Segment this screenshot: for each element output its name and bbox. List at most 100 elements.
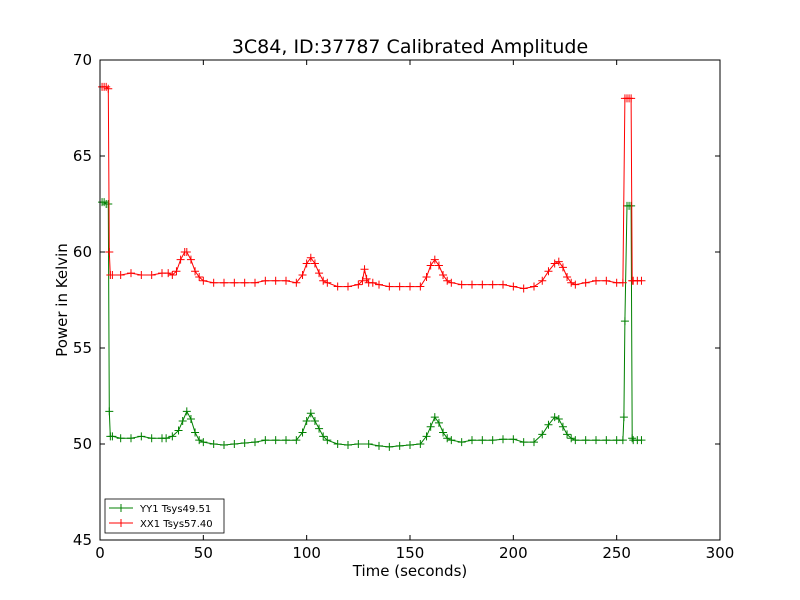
data-point-marker <box>375 441 383 450</box>
data-point-marker <box>315 424 324 433</box>
y-axis-label: Power in Kelvin <box>53 243 71 357</box>
data-point-marker <box>426 261 435 270</box>
y-tick-label: 55 <box>73 339 92 357</box>
data-point-marker <box>426 422 435 431</box>
data-point-marker <box>434 418 443 427</box>
data-point-marker <box>563 430 572 439</box>
data-point-marker <box>186 415 195 424</box>
data-point-marker <box>195 436 204 445</box>
data-point-marker <box>195 272 204 281</box>
x-tick-label: 100 <box>292 544 321 562</box>
data-point-marker <box>530 282 538 291</box>
data-point-marker <box>385 442 394 451</box>
data-point-marker <box>116 434 125 443</box>
data-point-marker <box>358 276 367 285</box>
data-point-marker <box>302 416 311 425</box>
data-point-marker <box>104 84 113 93</box>
data-point-marker <box>364 440 373 448</box>
data-point-marker <box>199 276 208 285</box>
data-point-marker <box>105 407 114 416</box>
data-point-marker <box>571 280 580 289</box>
data-point-marker <box>344 282 352 291</box>
data-point-marker <box>422 432 431 441</box>
data-point-marker <box>186 255 195 264</box>
data-point-marker <box>406 440 414 449</box>
data-point-marker <box>538 430 547 439</box>
data-point-marker <box>172 267 181 276</box>
data-point-marker <box>509 435 518 444</box>
data-point-marker <box>422 272 431 281</box>
tick-layer: 0 50 100 150 200 250 300 45 50 55 60 65 70 <box>73 51 734 562</box>
data-point-marker <box>620 317 629 326</box>
data-point-marker <box>240 439 249 448</box>
data-point-marker <box>220 440 228 449</box>
x-tick-label: 300 <box>706 544 735 562</box>
data-point-marker <box>164 269 173 278</box>
data-point-marker <box>209 278 218 287</box>
data-point-marker <box>333 282 342 291</box>
data-point-marker <box>416 282 425 291</box>
data-point-marker <box>292 436 301 445</box>
data-point-marker <box>619 413 628 422</box>
x-tick-label: 150 <box>396 544 425 562</box>
data-point-marker <box>251 278 259 287</box>
y-tick-label: 50 <box>73 435 92 453</box>
data-point-marker <box>554 257 563 266</box>
data-point-marker <box>209 440 218 448</box>
data-point-marker <box>199 438 208 447</box>
x-axis-label: Time (seconds) <box>352 562 468 580</box>
data-point-marker <box>323 278 332 287</box>
data-point-marker <box>368 278 377 287</box>
data-point-marker <box>443 434 452 443</box>
data-point-marker <box>147 271 156 280</box>
data-point-marker <box>282 436 290 445</box>
data-point-marker <box>191 428 200 437</box>
data-point-marker <box>168 271 177 280</box>
y-tick-label: 60 <box>73 243 92 261</box>
data-point-marker <box>544 267 553 276</box>
data-point-marker <box>292 278 301 287</box>
series-layer <box>98 82 646 451</box>
data-point-marker <box>509 282 518 291</box>
data-point-marker <box>104 200 113 208</box>
data-point-marker <box>271 436 280 445</box>
data-point-marker <box>554 415 563 424</box>
x-tick-label: 50 <box>194 544 213 562</box>
data-point-marker <box>176 255 185 264</box>
data-point-marker <box>344 440 352 449</box>
series-xx1 <box>98 82 646 293</box>
data-point-marker <box>627 94 636 103</box>
data-point-marker <box>571 436 580 445</box>
data-point-marker <box>395 282 404 291</box>
data-point-marker <box>302 259 311 268</box>
data-point-marker <box>102 82 111 91</box>
data-point-marker <box>567 434 576 443</box>
data-point-marker <box>457 438 466 447</box>
data-point-marker <box>637 436 646 445</box>
legend-label-yy1: YY1 Tsys49.51 <box>139 504 211 515</box>
data-point-marker <box>333 440 342 448</box>
data-point-marker <box>430 255 439 264</box>
legend-box <box>104 498 225 534</box>
data-point-marker <box>147 434 156 443</box>
data-point-marker <box>550 413 559 422</box>
data-point-marker <box>478 280 487 289</box>
series-yy1 <box>98 198 646 451</box>
data-point-marker <box>519 284 528 293</box>
data-point-marker <box>191 267 200 276</box>
data-point-marker <box>362 274 371 283</box>
data-point-marker <box>558 263 567 272</box>
data-point-marker <box>447 436 456 445</box>
data-point-marker <box>457 280 466 289</box>
data-point-marker <box>581 278 590 287</box>
data-point-marker <box>538 276 547 285</box>
data-point-marker <box>137 432 146 441</box>
data-point-marker <box>306 253 315 262</box>
data-point-marker <box>468 436 476 445</box>
x-tick-label: 0 <box>95 544 105 562</box>
data-point-marker <box>298 271 307 280</box>
data-point-marker <box>220 278 228 287</box>
data-point-marker <box>261 436 270 445</box>
data-point-marker <box>240 278 249 287</box>
data-point-marker <box>530 438 538 447</box>
